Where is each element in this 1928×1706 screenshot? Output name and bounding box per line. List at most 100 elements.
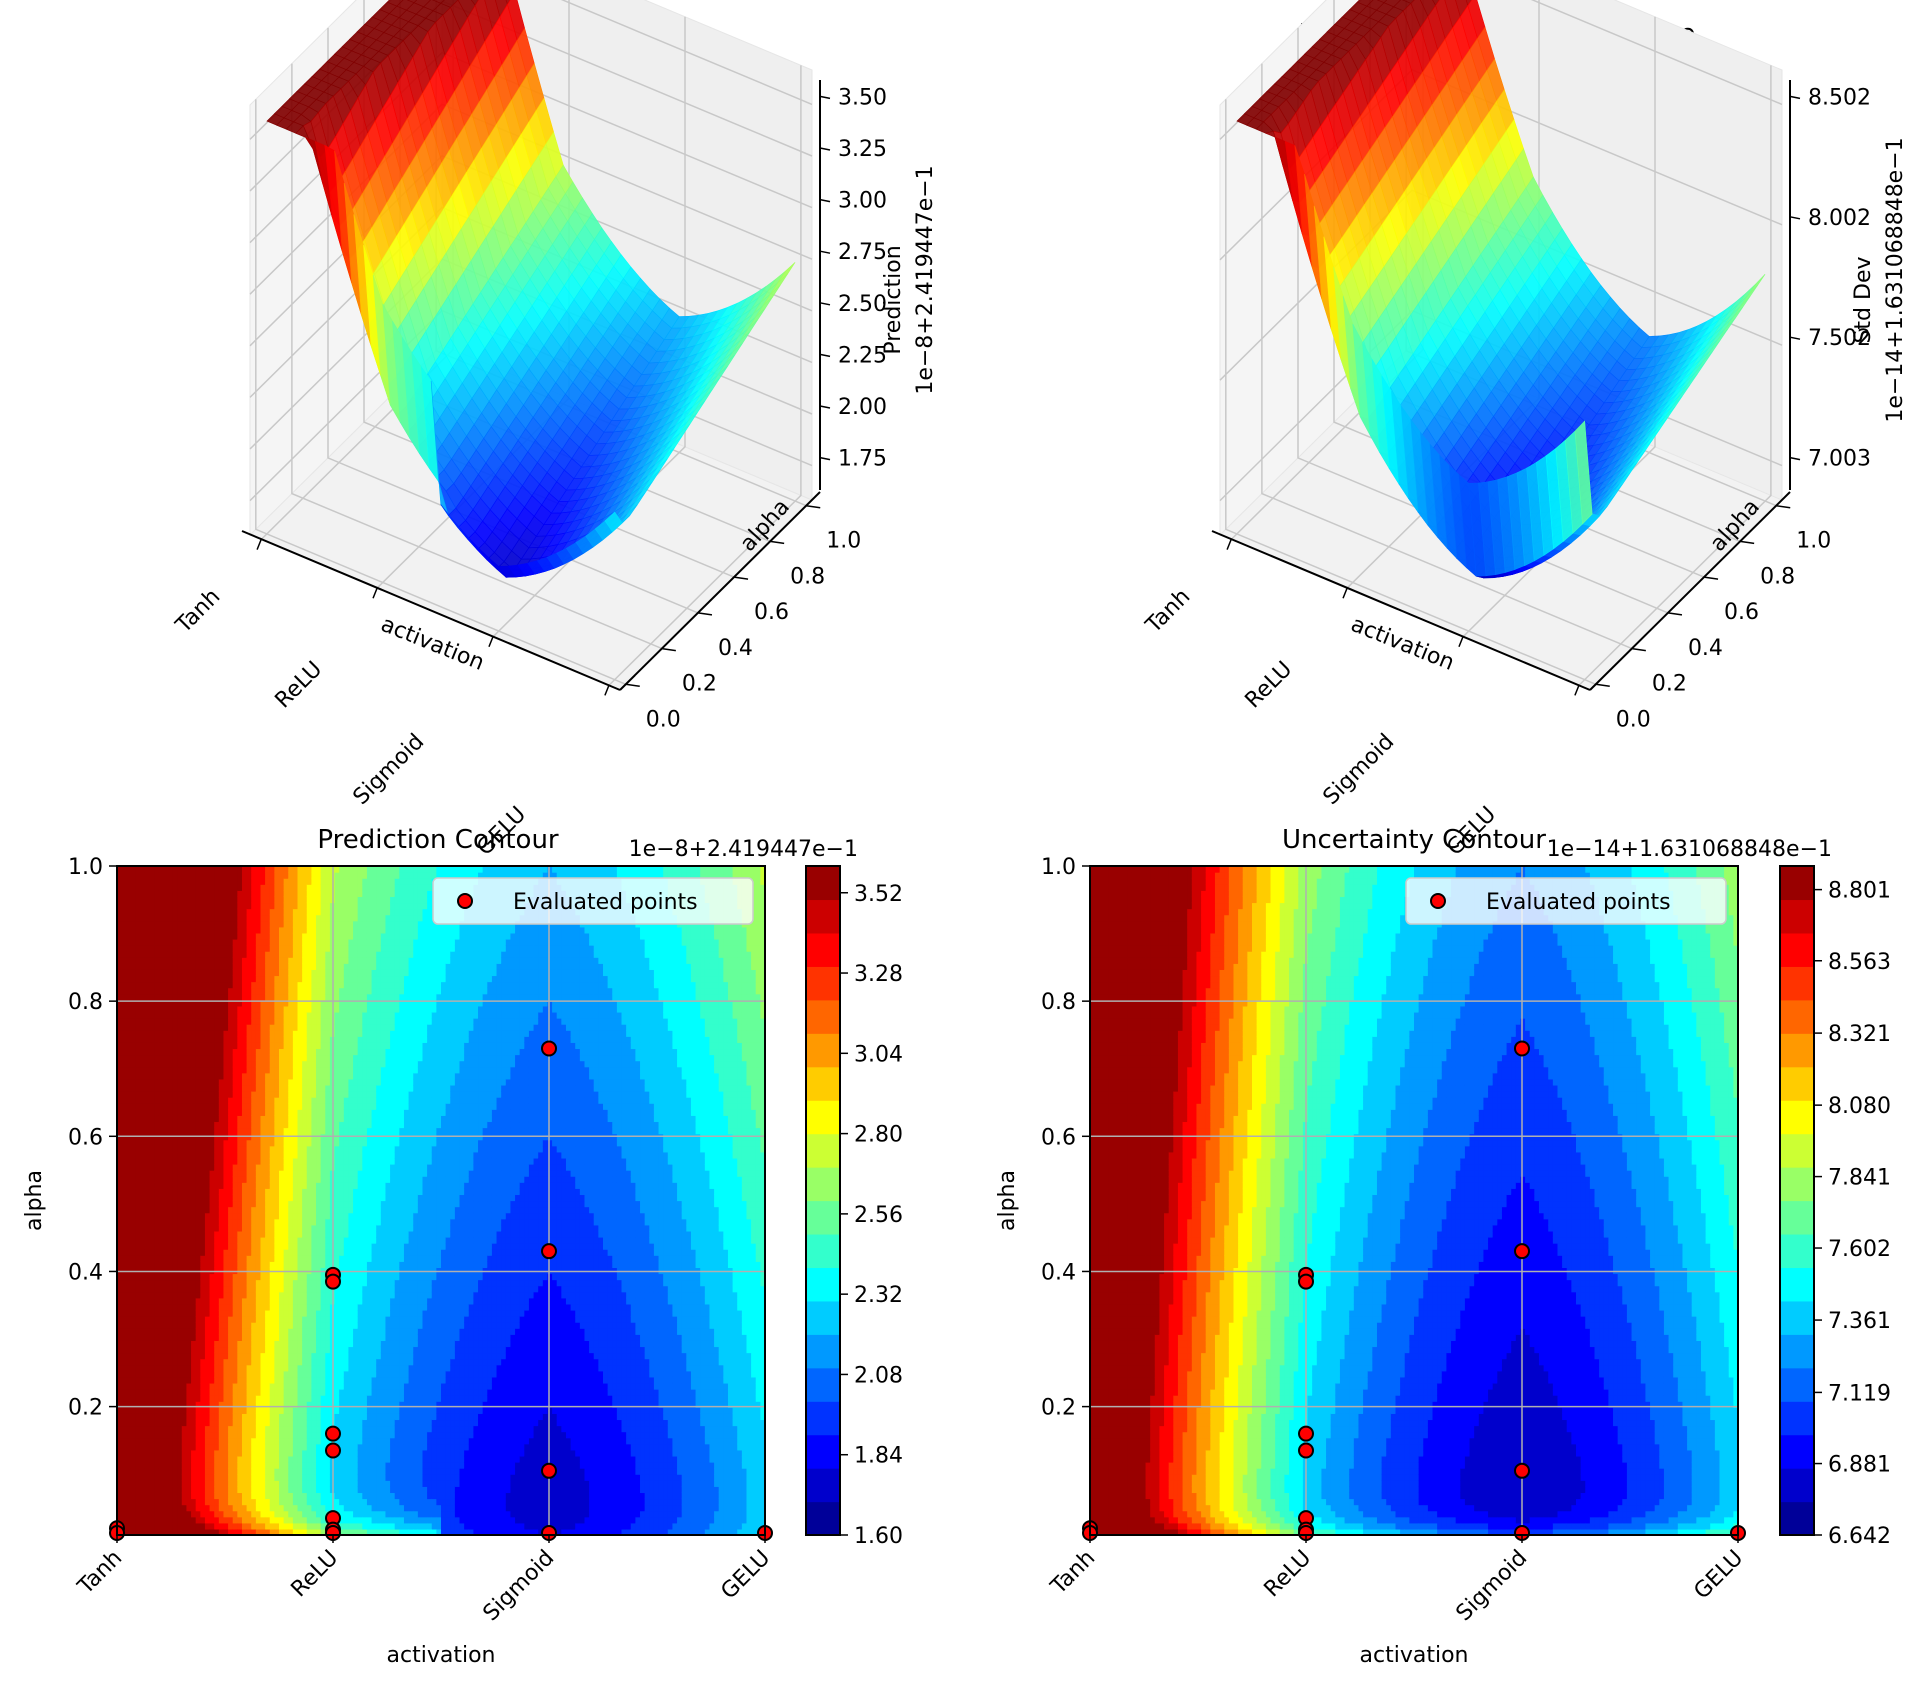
contour-cell <box>191 878 196 885</box>
contour-cell <box>200 1511 205 1518</box>
contour-cell <box>219 1085 224 1092</box>
contour-cell <box>200 1091 205 1098</box>
contour-cell <box>228 933 233 940</box>
contour-cell <box>200 1188 205 1195</box>
contour-cell <box>126 1468 131 1475</box>
contour-cell <box>149 982 154 989</box>
contour-cell <box>228 872 233 879</box>
contour-cell <box>149 1170 154 1177</box>
contour-cell <box>214 1310 219 1317</box>
contour-cell <box>154 957 159 964</box>
contour-cell <box>159 1091 164 1098</box>
contour-cell <box>210 1085 215 1092</box>
contour-cell <box>168 1109 173 1116</box>
contour-cell <box>149 1067 154 1074</box>
y-tick-label: 1.0 <box>1796 529 1831 554</box>
contour-cell <box>140 1365 145 1372</box>
contour-cell <box>149 1201 154 1208</box>
contour-cell <box>237 1158 242 1165</box>
contour-cell <box>122 1499 127 1506</box>
contour-cell <box>242 884 247 891</box>
contour-cell <box>237 1304 242 1311</box>
contour-cell <box>191 1480 196 1487</box>
contour-cell <box>223 1322 228 1329</box>
contour-cell <box>242 1231 247 1238</box>
contour-cell <box>205 878 210 885</box>
contour-cell <box>214 1298 219 1305</box>
contour-cell <box>191 975 196 982</box>
contour-cell <box>131 1213 136 1220</box>
contour-cell <box>237 1517 242 1524</box>
contour-cell <box>210 1377 215 1384</box>
contour-cell <box>182 1298 187 1305</box>
contour-cell <box>228 975 233 982</box>
contour-cell <box>196 988 201 995</box>
contour-cell <box>210 1097 215 1104</box>
contour-cell <box>168 988 173 995</box>
contour-cell <box>210 1103 215 1110</box>
contour-cell <box>242 866 247 873</box>
contour-cell <box>122 1292 127 1299</box>
contour-cell <box>154 1407 159 1414</box>
contour-cell <box>163 1231 168 1238</box>
contour-cell <box>205 1061 210 1068</box>
contour-cell <box>145 1432 150 1439</box>
contour-cell <box>145 1182 150 1189</box>
contour-cell <box>140 1140 145 1147</box>
contour-cell <box>219 1109 224 1116</box>
contour-cell <box>131 1042 136 1049</box>
contour-cell <box>237 1243 242 1250</box>
contour-cell <box>186 1225 191 1232</box>
contour-cell <box>223 902 228 909</box>
contour-cell <box>136 982 141 989</box>
contour-cell <box>149 1006 154 1013</box>
contour-cell <box>136 1207 141 1214</box>
contour-cell <box>200 1310 205 1317</box>
contour-cell <box>177 1316 182 1323</box>
contour-cell <box>140 1340 145 1347</box>
contour-cell <box>145 927 150 934</box>
contour-cell <box>237 1444 242 1451</box>
contour-cell <box>173 890 178 897</box>
contour-cell <box>131 1334 136 1341</box>
contour-cell <box>163 975 168 982</box>
contour-cell <box>228 1170 233 1177</box>
contour-cell <box>182 890 187 897</box>
contour-cell <box>136 1450 141 1457</box>
contour-cell <box>173 1334 178 1341</box>
contour-cell <box>200 1030 205 1037</box>
contour-cell <box>223 1073 228 1080</box>
contour-cell <box>145 1280 150 1287</box>
contour-cell <box>140 1517 145 1524</box>
contour-cell <box>223 1371 228 1378</box>
contour-cell <box>149 1176 154 1183</box>
contour-cell <box>173 1438 178 1445</box>
contour-cell <box>159 1359 164 1366</box>
contour-cell <box>205 1438 210 1445</box>
contour-cell <box>149 1097 154 1104</box>
chart-title: Prediction Contour <box>317 825 559 855</box>
contour-cell <box>210 939 215 946</box>
contour-cell <box>149 1237 154 1244</box>
contour-cell <box>136 1292 141 1299</box>
contour-cell <box>159 1280 164 1287</box>
contour-cell <box>163 1419 168 1426</box>
contour-cell <box>214 1213 219 1220</box>
contour-cell <box>214 963 219 970</box>
contour-cell <box>140 1499 145 1506</box>
contour-cell <box>228 1091 233 1098</box>
contour-cell <box>191 1474 196 1481</box>
contour-cell <box>131 1012 136 1019</box>
contour-cell <box>182 1219 187 1226</box>
contour-cell <box>154 1444 159 1451</box>
contour-cell <box>196 1486 201 1493</box>
contour-cell <box>126 1128 131 1135</box>
contour-cell <box>196 1310 201 1317</box>
contour-cell <box>168 1225 173 1232</box>
contour-cell <box>228 1115 233 1122</box>
contour-cell <box>154 1024 159 1031</box>
contour-cell <box>163 1249 168 1256</box>
contour-cell <box>159 1097 164 1104</box>
contour-cell <box>233 1188 238 1195</box>
contour-cell <box>223 1091 228 1098</box>
